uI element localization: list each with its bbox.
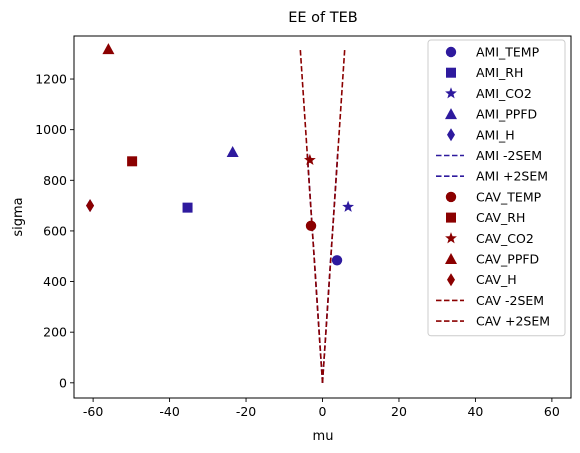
y-axis: 0 200 400 600 800 1000 1200 bbox=[35, 72, 74, 391]
x-tick-label: 40 bbox=[467, 404, 483, 419]
plot-area bbox=[86, 43, 354, 383]
legend-swatch bbox=[446, 213, 456, 223]
x-tick-label: 60 bbox=[544, 404, 560, 419]
series-cav-2sem bbox=[300, 50, 322, 383]
y-tick-label: 400 bbox=[43, 274, 67, 289]
y-tick-label: 800 bbox=[43, 173, 67, 188]
legend-label: AMI_CO2 bbox=[476, 86, 532, 101]
point-ami-rh bbox=[183, 203, 193, 213]
legend-label: CAV +2SEM bbox=[476, 314, 550, 329]
legend-label: AMI +2SEM bbox=[476, 169, 548, 184]
y-tick-label: 0 bbox=[59, 375, 67, 390]
legend-label: AMI_RH bbox=[476, 65, 523, 80]
point-cav-ppfd bbox=[102, 43, 114, 54]
legend-label: CAV_RH bbox=[476, 210, 525, 225]
x-tick-label: 0 bbox=[319, 404, 327, 419]
point-ami-temp bbox=[332, 255, 342, 265]
legend-swatch bbox=[446, 192, 456, 202]
x-axis-label: mu bbox=[313, 429, 334, 444]
legend-label: CAV_CO2 bbox=[476, 231, 534, 246]
legend-box bbox=[428, 40, 565, 336]
legend: AMI_TEMP AMI_RH AMI_CO2 AMI_PPFD AMI_H AMI -2… bbox=[428, 40, 565, 336]
x-tick-label: -20 bbox=[236, 404, 256, 419]
legend-label: CAV_TEMP bbox=[476, 189, 542, 204]
chart-title: EE of TEB bbox=[288, 10, 357, 26]
x-tick-label: -40 bbox=[159, 404, 179, 419]
legend-label: CAV_PPFD bbox=[476, 252, 539, 267]
legend-label: AMI_PPFD bbox=[476, 107, 537, 122]
x-tick-label: -60 bbox=[83, 404, 103, 419]
y-axis-label: sigma bbox=[11, 197, 26, 236]
legend-swatch bbox=[446, 47, 456, 57]
series-cav-2sem bbox=[323, 50, 345, 383]
y-tick-label: 600 bbox=[43, 223, 67, 238]
legend-label: AMI_TEMP bbox=[476, 45, 540, 60]
y-tick-label: 1000 bbox=[35, 122, 67, 137]
point-cav-rh bbox=[127, 156, 137, 166]
point-cav-co2 bbox=[304, 154, 316, 165]
x-axis: -60 -40 -20 0 20 40 60 bbox=[83, 398, 560, 419]
legend-label: CAV_H bbox=[476, 272, 517, 287]
point-ami-co2 bbox=[342, 201, 354, 212]
y-tick-label: 1200 bbox=[35, 72, 67, 87]
legend-label: AMI -2SEM bbox=[476, 148, 542, 163]
y-tick-label: 200 bbox=[43, 325, 67, 340]
point-ami-ppfd bbox=[227, 146, 239, 157]
x-tick-label: 20 bbox=[391, 404, 407, 419]
legend-swatch bbox=[446, 68, 456, 78]
legend-label: AMI_H bbox=[476, 127, 515, 142]
point-cav-h bbox=[86, 199, 94, 212]
legend-label: CAV -2SEM bbox=[476, 293, 544, 308]
